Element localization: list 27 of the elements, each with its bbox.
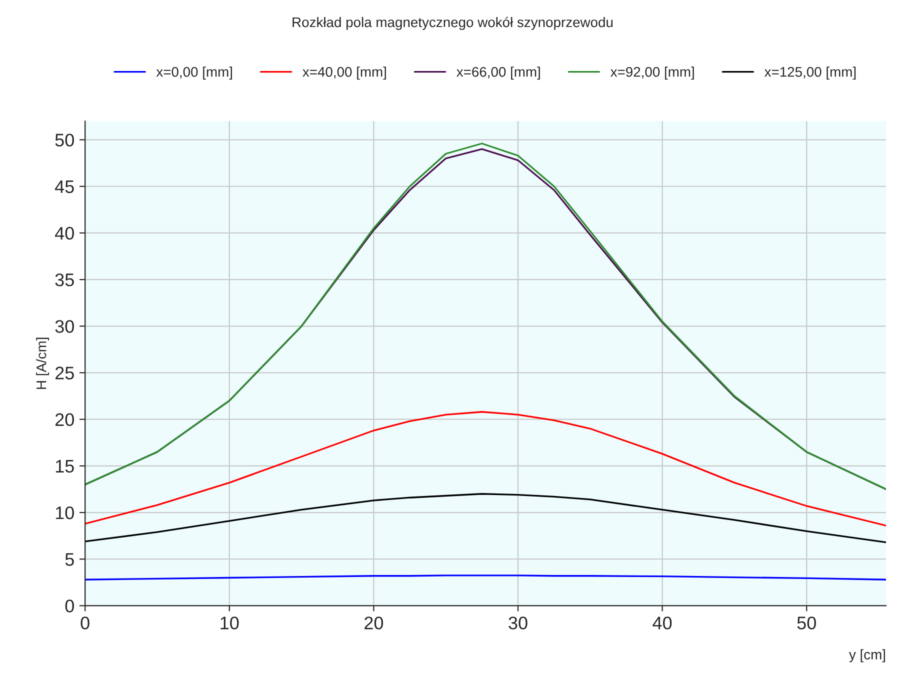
y-tick-label: 0 [65,600,74,612]
y-tick-label: 15 [56,460,74,473]
y-tick-label: 5 [65,553,74,566]
y-tick-label: 20 [55,413,74,426]
x-tick-label: 30 [508,616,528,630]
y-tick-label: 25 [55,366,74,380]
legend-label: x=40,00 [mm] [302,66,386,80]
x-tick-label: 0 [80,616,90,630]
legend-label: x=125,00 [mm] [764,66,856,80]
line-series [85,411,886,526]
chart-title: Rozkład pola magnetycznego wokół szynoprzewodu [292,16,613,30]
x-axis-title: y [cm] [848,649,886,662]
x-tick-label: 20 [364,616,384,630]
x-tick-label: 50 [797,616,816,630]
y-tick-label: 35 [55,273,74,286]
x-tick-label: 40 [652,616,672,630]
legend-label: x=0,00 [mm] [156,66,232,80]
legend-label: x=92,00 [mm] [610,66,694,80]
y-tick-label: 10 [56,506,74,520]
legend-label: x=66,00 [mm] [456,66,540,80]
y-axis-title: H [A/cm] [36,338,50,389]
line-series [85,493,886,544]
y-tick-label: 45 [54,180,74,194]
y-tick-label: 50 [55,134,74,146]
y-tick-label: 30 [55,320,74,333]
y-tick-label: 40 [54,226,74,240]
x-tick-label: 10 [220,616,239,630]
